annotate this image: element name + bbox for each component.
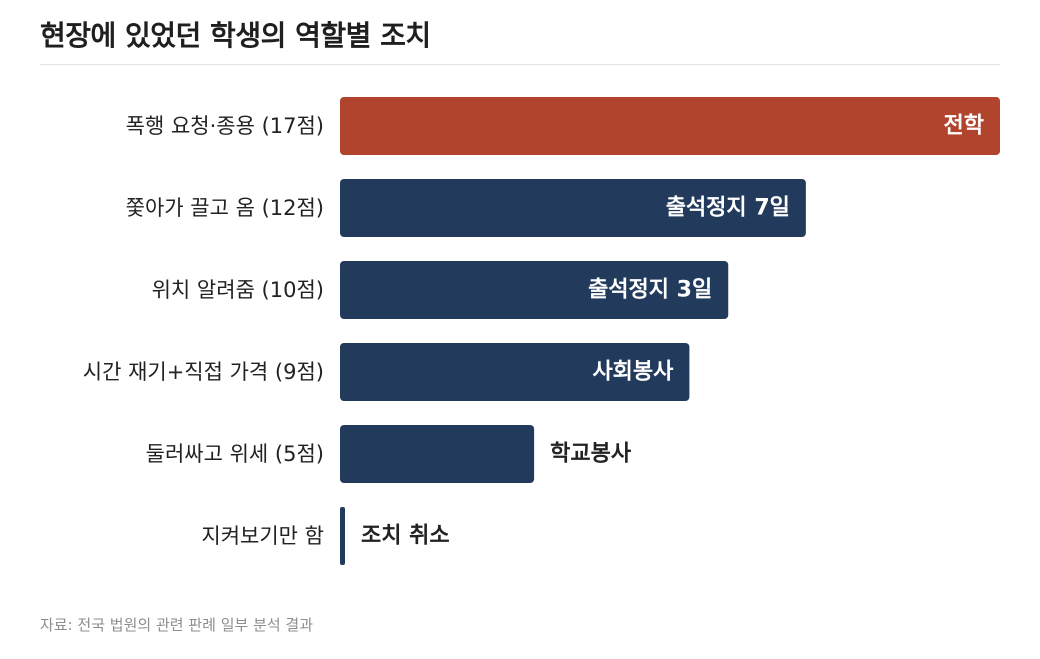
chart-title: 현장에 있었던 학생의 역할별 조치	[40, 19, 431, 52]
title-divider	[40, 64, 1000, 65]
category-label: 시간 재기+직접 가격 (9점)	[83, 360, 324, 384]
bar-value-label: 전학	[944, 114, 984, 139]
bar	[340, 261, 729, 319]
source-note: 자료: 전국 법원의 관련 판례 일부 분석 결과	[40, 616, 314, 634]
bar	[340, 179, 806, 237]
category-label: 위치 알려줌 (10점)	[152, 278, 324, 302]
bar	[340, 97, 1000, 155]
bar-value-label: 조치 취소	[361, 524, 450, 549]
bar	[340, 425, 535, 483]
bar	[340, 507, 345, 565]
category-label: 둘러싸고 위세 (5점)	[146, 442, 324, 466]
category-label: 폭행 요청·종용 (17점)	[126, 114, 324, 138]
bar-value-label: 사회봉사	[592, 360, 674, 385]
bar-value-label: 출석정지 3일	[588, 278, 712, 303]
bar-value-label: 학교봉사	[550, 442, 632, 467]
category-label: 지켜보기만 함	[201, 524, 324, 548]
bar-value-label: 출석정지 7일	[666, 196, 790, 221]
bar	[340, 343, 690, 401]
category-label: 쫓아가 끌고 옴 (12점)	[126, 196, 324, 220]
